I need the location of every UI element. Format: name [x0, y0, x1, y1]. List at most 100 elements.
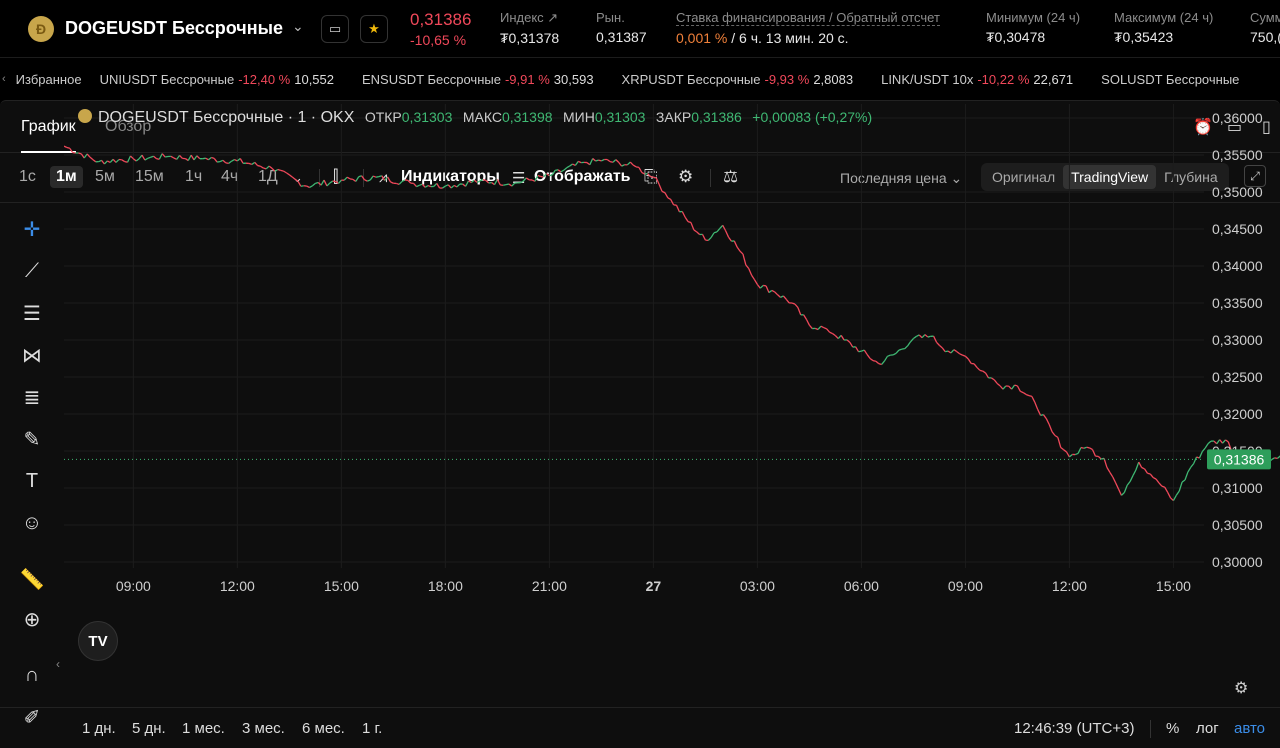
range-1m[interactable]: 1 мес. [182, 720, 225, 737]
price-segment [375, 175, 380, 178]
clock-timezone[interactable]: 12:46:39 (UTC+3) [1014, 720, 1135, 737]
mode-tradingview[interactable]: TradingView [1063, 165, 1157, 189]
scroll-left-icon[interactable]: ‹ [2, 73, 6, 85]
price-segment [670, 199, 675, 206]
price-segment [190, 154, 195, 161]
price-segment [1020, 390, 1024, 394]
time-axis[interactable]: 09:00 12:00 15:00 18:00 21:00 27 03:00 06:00 09:… [116, 578, 1191, 594]
display-button[interactable]: Отображать [534, 168, 631, 185]
price-segment [427, 184, 432, 188]
ticker-item[interactable]: LINK/USDT 10x -10,22 % 22,671 [881, 72, 1073, 87]
fullscreen-icon[interactable]: ⤢ [1244, 165, 1266, 187]
book-icon[interactable]: ▭ [321, 15, 349, 43]
tab-overview[interactable]: Обзор [105, 118, 152, 135]
price-segment [771, 289, 776, 293]
ticker-item[interactable]: SOLUSDT Бессрочные [1101, 72, 1239, 87]
timeframe-5m[interactable]: 5м [95, 168, 115, 185]
fib-icon[interactable]: ≣ [23, 386, 41, 409]
log-toggle[interactable]: лог [1196, 720, 1219, 737]
price-segment [823, 327, 827, 330]
star-icon[interactable]: ★ [360, 15, 388, 43]
tab-chart[interactable]: График [21, 118, 76, 153]
range-6m[interactable]: 6 мес. [302, 720, 345, 737]
range-5d[interactable]: 5 дн. [132, 720, 166, 737]
timeframe-4h[interactable]: 4ч [221, 168, 239, 185]
price-chart[interactable]: 0,36000 0,35500 0,35000 0,34500 0,34000 0,335… [64, 104, 1280, 648]
doge-logo-icon: Ð [28, 16, 54, 42]
collapse-left-icon[interactable]: ‹ [56, 657, 60, 671]
price-segment [337, 179, 342, 184]
ruler-icon[interactable]: 📏 [19, 568, 45, 591]
ticker-item[interactable]: ENSUSDT Бессрочные -9,91 % 30,593 [362, 72, 594, 87]
brush-icon[interactable]: ✎ [23, 428, 41, 451]
range-1d[interactable]: 1 дн. [82, 720, 116, 737]
chevron-down-icon[interactable]: ⌄ [292, 18, 304, 34]
funding-stat[interactable]: Ставка финансирования / Обратный отсчет … [676, 10, 940, 46]
price-segment [196, 155, 201, 160]
mode-original[interactable]: Оригинал [992, 169, 1056, 185]
price-segment [286, 172, 290, 176]
current-price-line: 0,31386 [64, 449, 1271, 470]
axis-settings-icon[interactable]: ⚙ [1234, 680, 1249, 697]
price-segment [1037, 409, 1042, 416]
price-segment [141, 154, 146, 161]
price-segment [291, 176, 296, 180]
price-segment [549, 174, 553, 177]
ticker-item[interactable]: XRPUSDT Бессрочные -9,93 % 2,8083 [622, 72, 854, 87]
price-axis[interactable]: 0,36000 0,35500 0,35000 0,34500 0,34000 0,335… [1212, 110, 1263, 570]
range-1y[interactable]: 1 г. [362, 720, 383, 737]
pattern-icon[interactable]: ⋈ [22, 344, 42, 367]
chevron-down-icon[interactable]: ⌄ [292, 170, 303, 185]
price-segment [1077, 447, 1082, 454]
range-3m[interactable]: 3 мес. [242, 720, 285, 737]
price-segment [364, 179, 368, 182]
chart-canvas[interactable]: 0,36000 0,35500 0,35000 0,34500 0,34000 0,335… [64, 104, 1280, 606]
timeframe-15m[interactable]: 15м [135, 168, 164, 185]
timeframe-1h[interactable]: 1ч [185, 168, 203, 185]
mode-depth[interactable]: Глубина [1164, 169, 1218, 185]
text-icon[interactable]: T [25, 469, 39, 492]
window-icon[interactable]: ▭ [1227, 119, 1243, 136]
y-tick-label: 0,34500 [1212, 221, 1263, 237]
price-segment [782, 295, 787, 300]
price-segment [144, 157, 149, 161]
x-tick-label: 06:00 [844, 578, 879, 594]
auto-toggle[interactable]: авто [1234, 720, 1266, 737]
zoom-icon[interactable]: ⊕ [23, 608, 41, 631]
candles-icon[interactable]: ⫿ [333, 167, 339, 186]
horizontal-lines-icon[interactable]: ☰ [23, 302, 41, 325]
price-segment [1086, 446, 1090, 449]
price-segment [361, 175, 365, 181]
gear-icon[interactable]: ⚙ [678, 167, 694, 186]
emoji-icon[interactable]: ☺ [21, 511, 43, 534]
tradingview-logo[interactable]: TV [78, 621, 118, 661]
alert-add-icon[interactable]: ⏰ [1193, 119, 1213, 136]
crosshair-icon[interactable]: ✛ [23, 218, 41, 241]
trend-line-icon[interactable]: ⟋ [25, 259, 39, 282]
price-segment [907, 341, 912, 347]
timeframe-1d[interactable]: 1Д [258, 168, 278, 185]
magnet-icon[interactable]: ∩ [24, 663, 40, 686]
price-segment [1123, 485, 1128, 493]
price-segment [555, 169, 559, 172]
x-tick-label: 18:00 [428, 578, 463, 594]
timeframe-1s[interactable]: 1с [19, 168, 36, 185]
price-segment [898, 348, 903, 351]
percent-toggle[interactable]: % [1166, 720, 1180, 737]
ticker-item[interactable]: UNIUSDT Бессрочные -12,40 % 10,552 [100, 72, 334, 87]
price-segment [396, 182, 400, 185]
instrument-name[interactable]: DOGEUSDT Бессрочные [65, 18, 283, 38]
price-segment [525, 177, 530, 181]
scale-icon[interactable]: ⚖ [723, 167, 739, 186]
lock-draw-icon[interactable]: ✐ [23, 706, 41, 729]
favorites-label[interactable]: Избранное [15, 71, 82, 87]
price-source-select[interactable]: Последняя цена ⌄ [840, 170, 962, 187]
price-segment [1045, 418, 1050, 425]
price-segment [589, 158, 594, 166]
timeframe-1m[interactable]: 1м [50, 166, 83, 188]
price-segment [820, 325, 825, 329]
price-segment [323, 179, 328, 187]
price-segment [739, 250, 744, 255]
price-segment [211, 156, 215, 160]
more-icon[interactable]: ▯ [1262, 119, 1271, 136]
